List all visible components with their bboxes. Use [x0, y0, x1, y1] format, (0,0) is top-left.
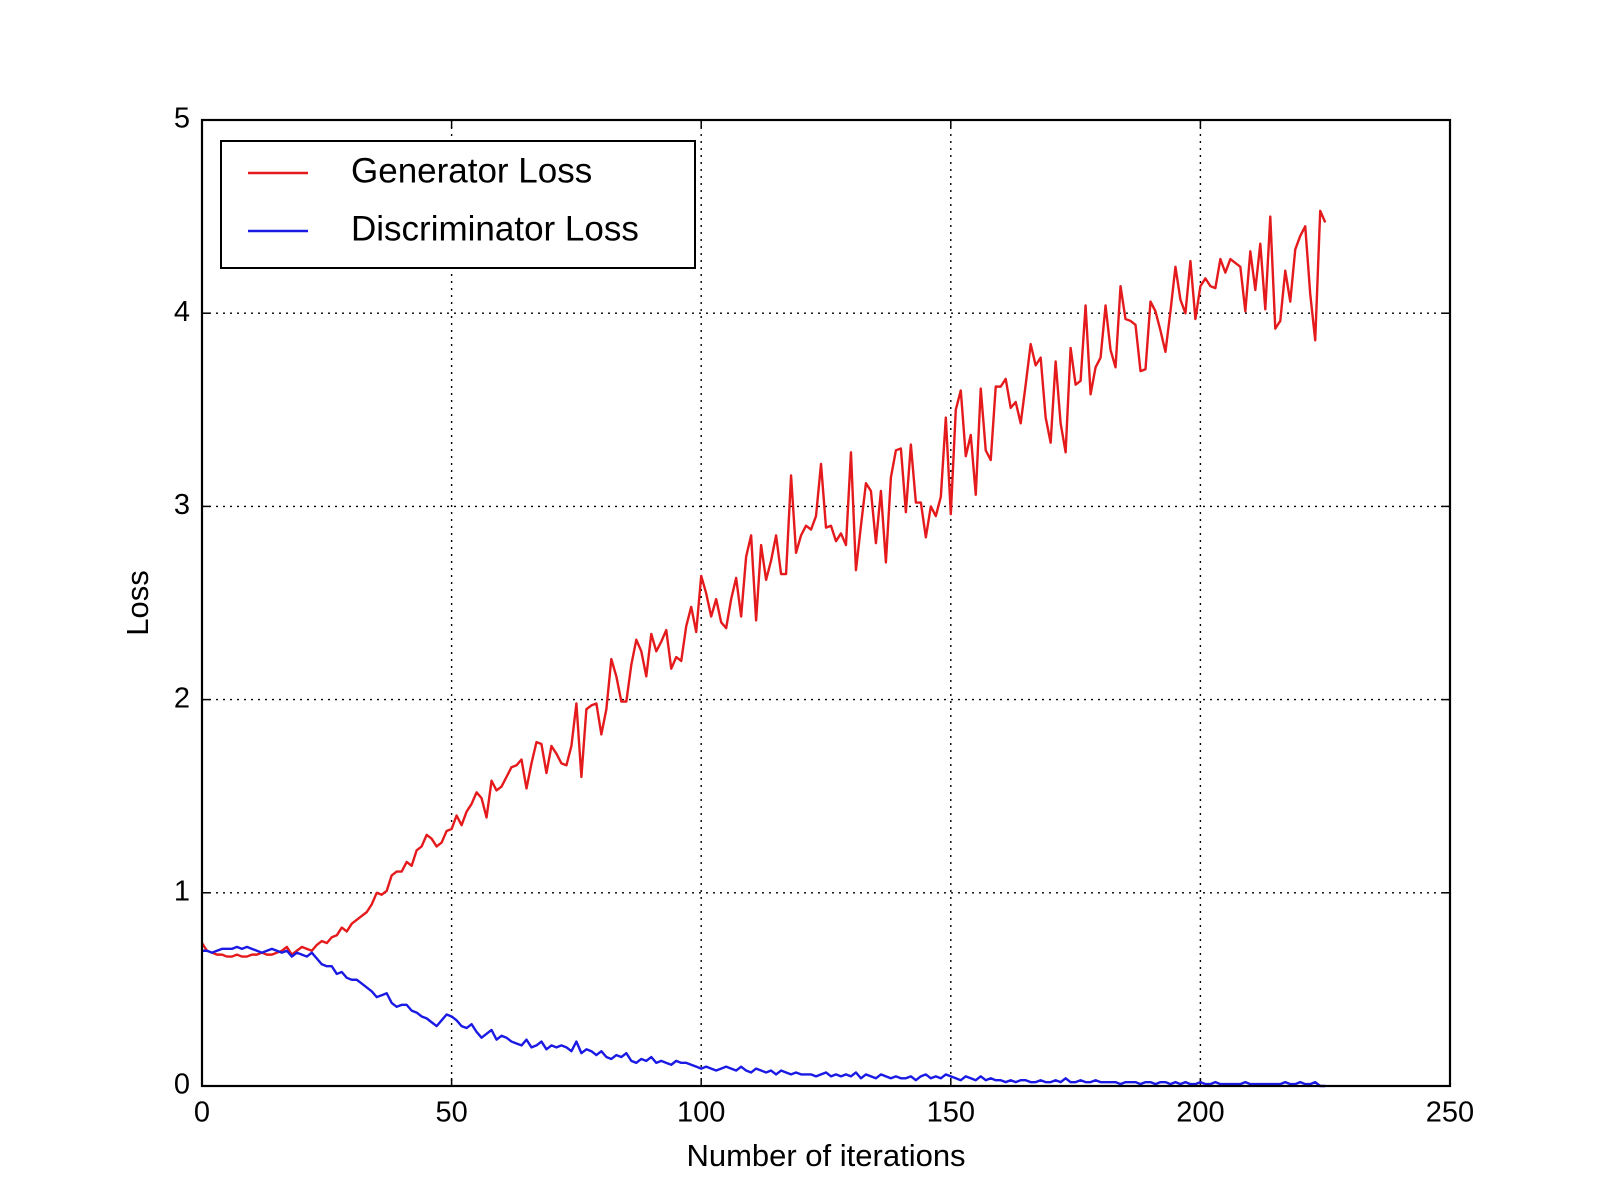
- y-tick-label: 2: [174, 682, 190, 714]
- series-line: [202, 945, 1326, 1088]
- x-tick-label: 0: [194, 1097, 210, 1129]
- legend-label: Generator Loss: [351, 151, 592, 190]
- y-axis-label: Loss: [120, 570, 155, 635]
- x-tick-label: 150: [927, 1097, 975, 1129]
- plot-frame: [200, 118, 1452, 1088]
- legend-box: [220, 140, 696, 269]
- legend-label: Discriminator Loss: [351, 209, 639, 248]
- x-tick-label: 100: [677, 1097, 725, 1129]
- y-tick-label: 5: [174, 103, 190, 135]
- x-axis-label: Number of iterations: [686, 1138, 965, 1173]
- y-tick-label: 4: [174, 296, 190, 328]
- series-line: [200, 209, 1327, 958]
- x-tick-label: 250: [1426, 1097, 1474, 1129]
- y-tick-label: 1: [174, 875, 190, 907]
- y-tick-label: 0: [174, 1069, 190, 1101]
- x-tick-label: 50: [435, 1097, 467, 1129]
- x-tick-label: 200: [1176, 1097, 1224, 1129]
- y-tick-label: 3: [174, 489, 190, 521]
